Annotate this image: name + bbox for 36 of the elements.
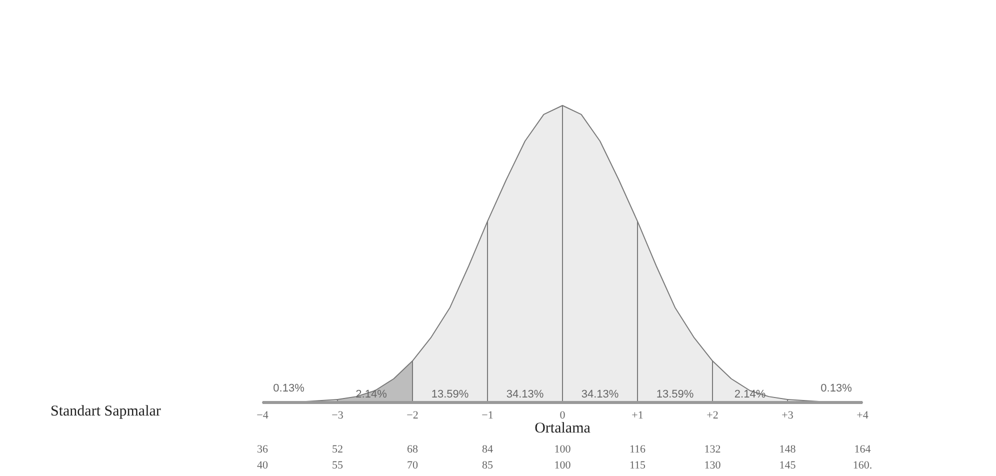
annotation: 0.13% — [273, 382, 305, 394]
x-tick-label: −1 — [482, 410, 494, 422]
annotation: 13.59% — [656, 388, 694, 400]
x-tick-label: +2 — [706, 410, 718, 422]
text: 160. — [852, 460, 872, 472]
annotation: 0.13% — [820, 382, 852, 394]
text: 85 — [482, 460, 494, 472]
text: Standart Sapmalar — [50, 404, 161, 420]
x-tick-label: −3 — [332, 410, 344, 422]
x2-tick-label: 132 — [704, 444, 721, 456]
x-tick-label: +3 — [782, 410, 794, 422]
text: 55 — [332, 460, 344, 472]
text: 130 — [704, 460, 722, 472]
text: 115 — [629, 460, 646, 472]
text: 40 — [257, 460, 268, 472]
x2-tick-label: 116 — [629, 444, 646, 456]
x2-tick-label: 68 — [407, 444, 418, 456]
annotation: 34.13% — [506, 388, 544, 400]
annotation: 13.59% — [431, 388, 469, 400]
x2-tick-label: 164 — [854, 444, 872, 456]
text: Ortalama — [534, 420, 591, 436]
x2-tick-label: 100 — [554, 444, 572, 456]
text: 70 — [407, 460, 418, 472]
annotation: 34.13% — [581, 388, 619, 400]
x-tick-label: 0 — [560, 410, 566, 422]
x-tick-label: −2 — [406, 410, 418, 422]
text: 145 — [779, 460, 796, 472]
x-tick-label: +1 — [632, 410, 644, 422]
annotation: 2.14% — [734, 388, 766, 400]
x-tick-label: −4 — [256, 410, 269, 422]
x2-tick-label: 84 — [482, 444, 494, 456]
x2-tick-label: 36 — [257, 444, 268, 456]
text: 100 — [554, 460, 572, 472]
x2-tick-label: 52 — [332, 444, 343, 456]
x2-tick-label: 148 — [779, 444, 796, 456]
x-tick-label: +4 — [856, 410, 869, 422]
